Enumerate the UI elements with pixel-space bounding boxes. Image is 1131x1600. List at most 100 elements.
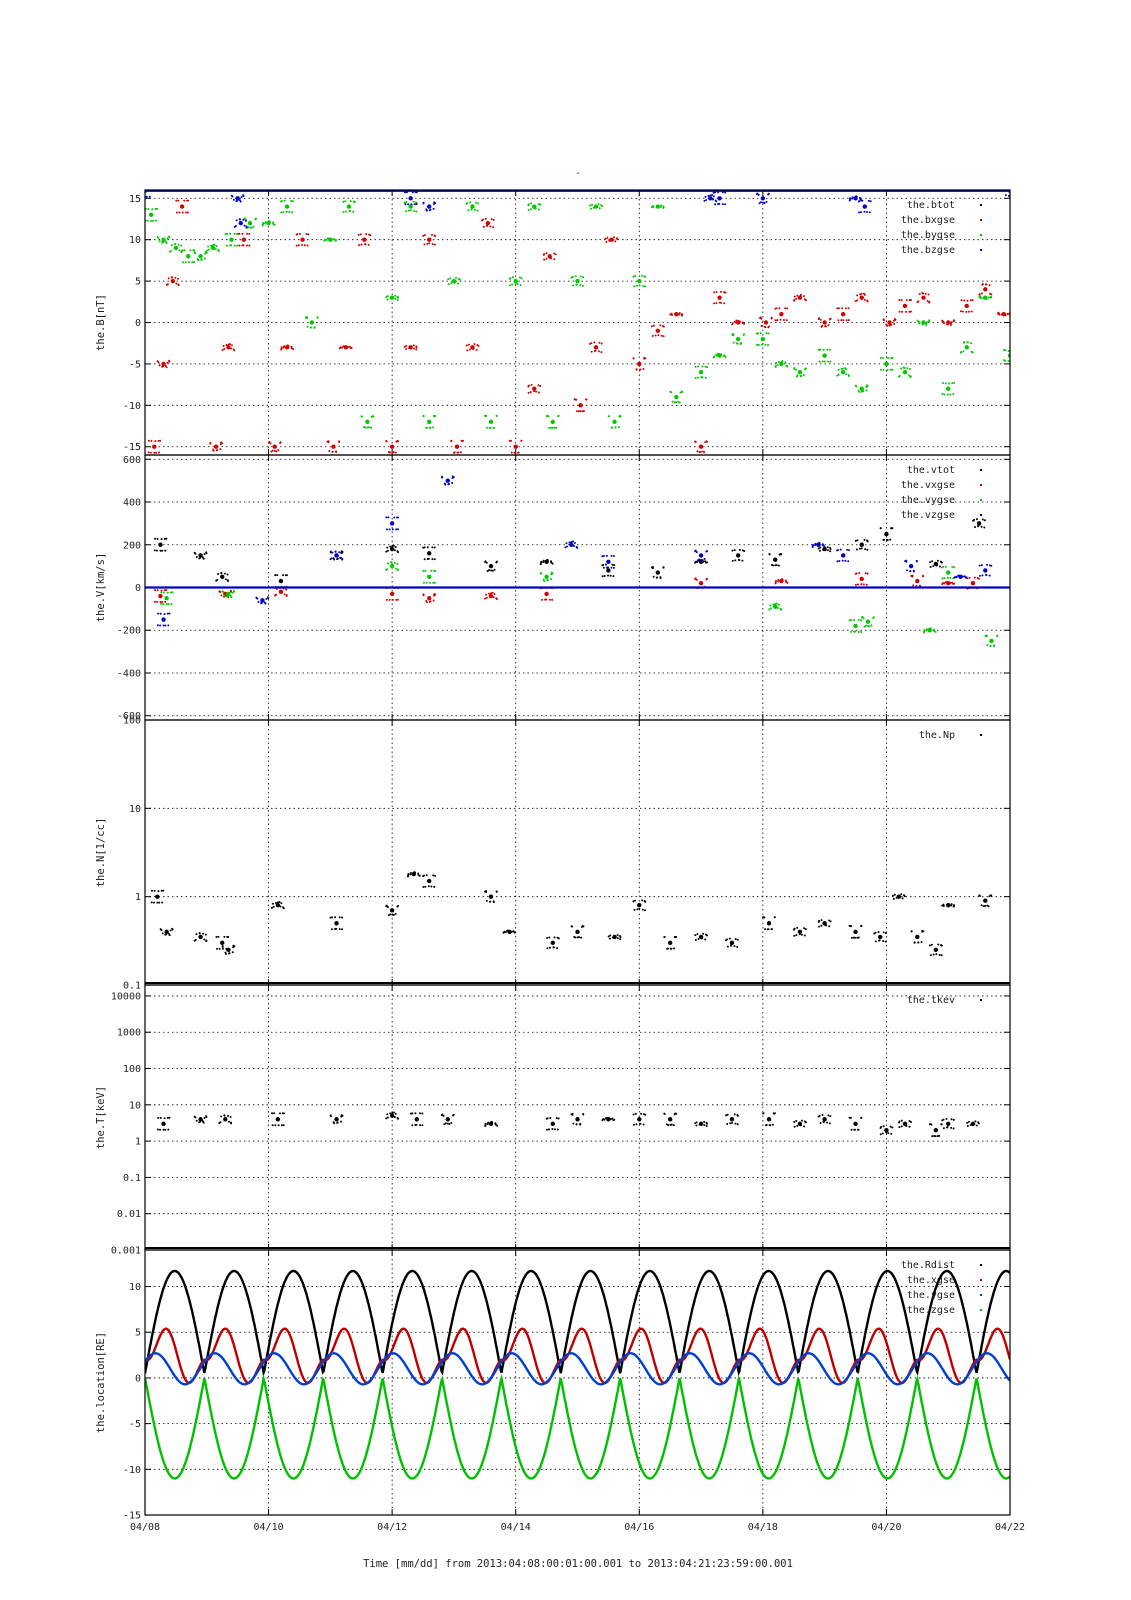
- data-point: [823, 548, 826, 551]
- data-point: [578, 936, 581, 939]
- panels: -15-10-5051015the.B[nT]the.btotthe.bxgse…: [95, 184, 1011, 1522]
- data-point: [139, 184, 141, 186]
- data-point: [781, 578, 784, 581]
- data-point: [425, 600, 428, 603]
- data-point: [475, 201, 478, 204]
- data-point: [519, 283, 522, 286]
- legend-label: the.bxgse: [901, 215, 955, 226]
- data-point: [818, 925, 821, 928]
- data-point: [640, 1112, 643, 1115]
- data-point: [615, 237, 618, 240]
- data-point: [885, 323, 888, 326]
- data-point: [606, 1117, 609, 1120]
- legend-label: the.bzgse: [901, 245, 955, 256]
- data-point: [575, 283, 578, 286]
- data-point: [841, 307, 844, 310]
- data-point: [859, 576, 864, 582]
- data-point: [978, 574, 981, 577]
- data-point: [360, 243, 363, 246]
- data-point: [941, 577, 944, 580]
- data-point: [694, 376, 697, 379]
- data-point: [423, 234, 426, 237]
- data-point: [759, 332, 762, 335]
- data-point: [963, 575, 966, 578]
- data-point: [163, 612, 166, 615]
- data-point: [633, 285, 636, 288]
- data-point: [157, 361, 160, 364]
- data-point: [410, 203, 413, 206]
- data-point: [422, 202, 425, 205]
- data-point: [240, 196, 243, 199]
- data-point: [186, 211, 189, 214]
- data-point: [985, 574, 988, 577]
- data-point: [493, 593, 496, 596]
- data-point: [329, 558, 332, 561]
- data-point: [908, 563, 914, 569]
- data-point: [775, 602, 778, 605]
- data-point: [193, 261, 196, 264]
- data-point: [427, 551, 432, 556]
- data-point: [328, 449, 331, 452]
- data-point: [539, 385, 542, 388]
- legend-marker: [980, 734, 982, 736]
- data-point: [592, 206, 595, 209]
- data-point: [860, 619, 863, 622]
- data-point: [773, 557, 778, 562]
- data-point: [715, 354, 718, 357]
- data-point: [331, 444, 336, 449]
- data-point: [229, 594, 232, 597]
- data-point: [453, 451, 456, 454]
- data-point: [829, 317, 832, 320]
- data-point: [385, 528, 388, 531]
- data-point: [912, 569, 915, 572]
- data-point: [838, 560, 841, 563]
- data-point: [572, 1122, 575, 1125]
- data-point: [257, 600, 260, 603]
- data-point: [248, 232, 251, 235]
- data-point: [848, 549, 851, 552]
- data-point: [850, 1128, 853, 1131]
- data-point: [447, 482, 450, 485]
- data-point: [847, 307, 850, 310]
- data-point: [488, 419, 494, 425]
- data-point: [737, 319, 740, 322]
- data-point: [680, 314, 683, 317]
- data-point: [633, 899, 636, 902]
- data-point: [941, 583, 944, 586]
- data-point: [550, 1121, 555, 1126]
- data-point: [882, 931, 885, 934]
- data-point: [970, 581, 976, 586]
- data-point: [527, 203, 530, 206]
- data-point: [352, 200, 355, 203]
- data-point: [157, 439, 160, 442]
- data-point: [989, 894, 992, 897]
- data-point: [280, 348, 283, 351]
- data-point: [385, 550, 388, 553]
- series-the-Np: [150, 871, 993, 957]
- data-point: [837, 319, 840, 322]
- data-point: [654, 334, 657, 337]
- data-point: [981, 283, 984, 286]
- data-point: [604, 563, 607, 566]
- data-point: [431, 546, 434, 549]
- data-point: [777, 603, 780, 606]
- data-point: [495, 598, 498, 601]
- data-point: [929, 944, 932, 947]
- data-point: [157, 236, 160, 239]
- data-point: [610, 566, 613, 569]
- data-point: [432, 599, 435, 602]
- data-point: [226, 595, 229, 598]
- data-point: [940, 954, 943, 957]
- data-point: [714, 191, 717, 194]
- data-point: [292, 348, 295, 351]
- data-point: [413, 871, 416, 874]
- data-point: [414, 1112, 417, 1115]
- data-point: [799, 1123, 802, 1126]
- data-point: [985, 635, 988, 638]
- data-point: [944, 565, 947, 568]
- data-point: [166, 591, 169, 594]
- data-point: [764, 928, 767, 931]
- data-point: [174, 276, 177, 279]
- legend-label: the.tkev: [907, 995, 955, 1006]
- data-point: [633, 908, 636, 911]
